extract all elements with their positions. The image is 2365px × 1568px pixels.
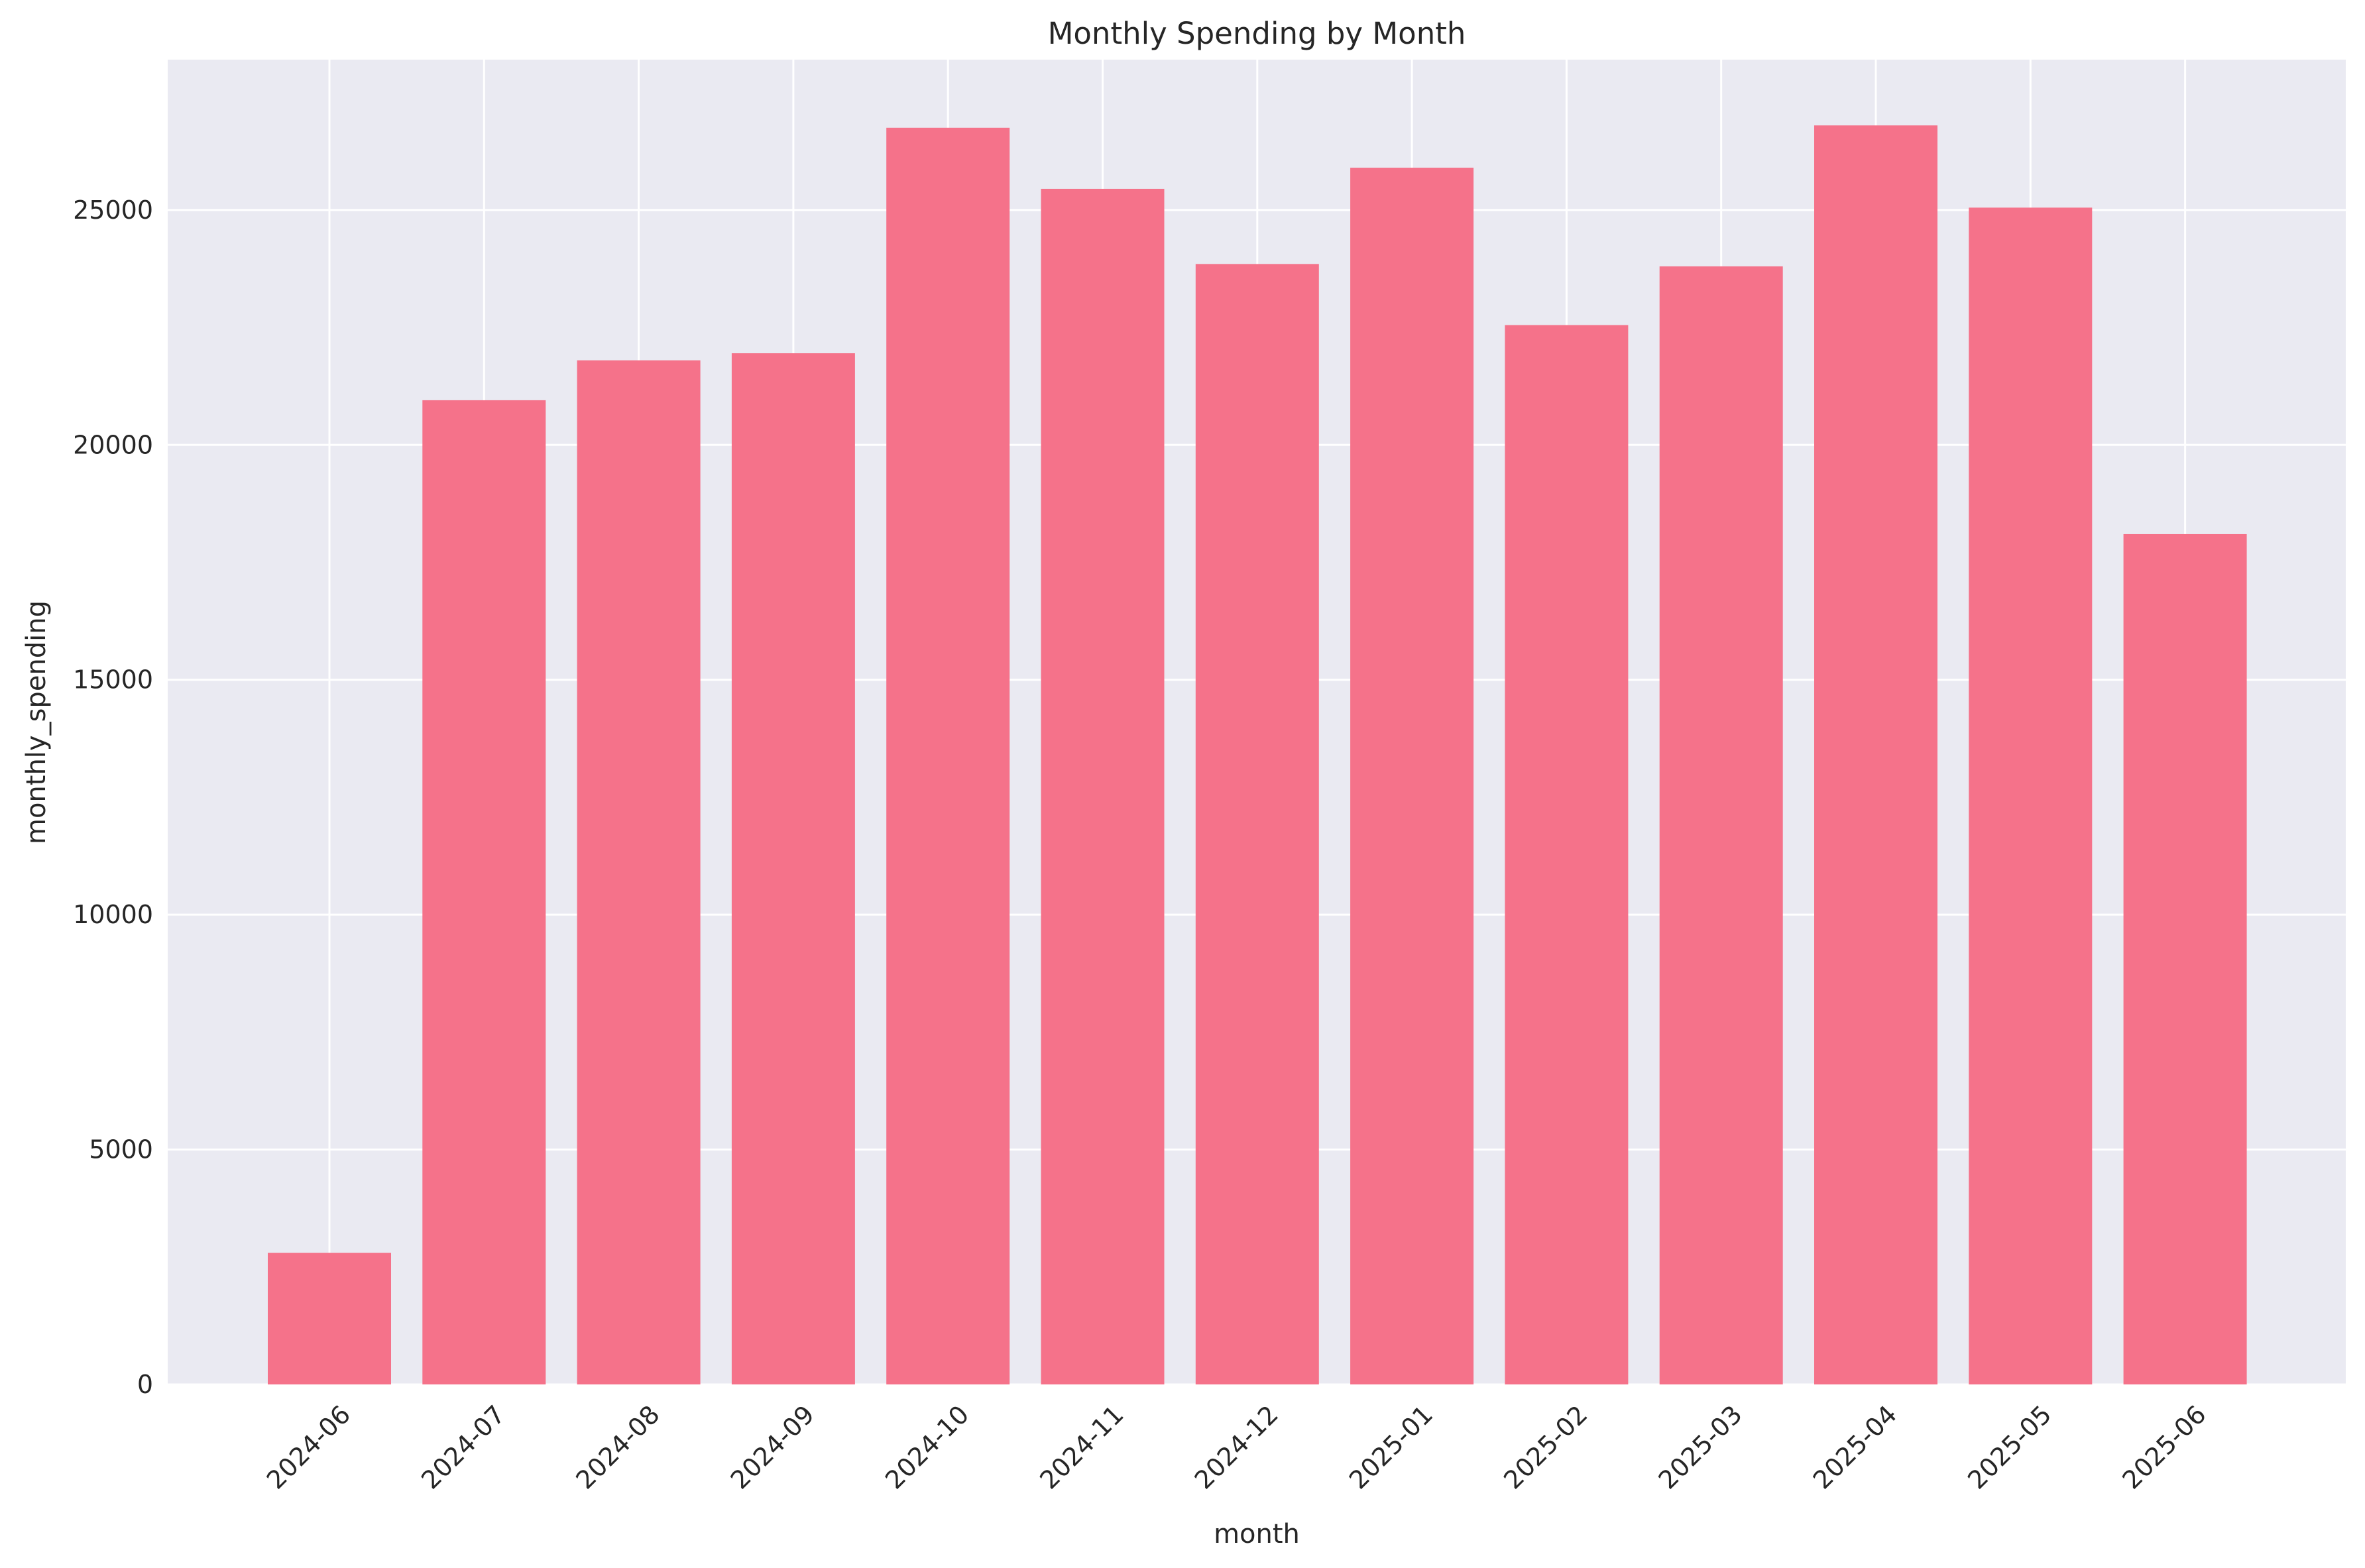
bar-2024-07 [422, 400, 546, 1385]
x-tick-label: 2025-03 [1652, 1400, 1747, 1494]
x-axis-ticks: 2024-06 2024-07 2024-08 2024-09 2024-10 2024-… [261, 1400, 2212, 1494]
bar-2024-06 [268, 1253, 391, 1384]
bar-2025-02 [1505, 325, 1629, 1385]
bar-2024-12 [1195, 264, 1319, 1384]
bar-2025-03 [1659, 266, 1783, 1385]
y-tick-label: 25000 [73, 196, 153, 225]
bar-2024-11 [1041, 188, 1165, 1384]
x-tick-label: 2024-10 [880, 1400, 974, 1494]
bar-2024-09 [731, 353, 855, 1384]
x-tick-label: 2024-09 [725, 1400, 820, 1494]
y-tick-label: 20000 [73, 430, 153, 459]
bar-2025-01 [1350, 168, 1474, 1384]
x-tick-label: 2024-11 [1034, 1400, 1129, 1494]
bar-2025-05 [1969, 207, 2093, 1385]
y-tick-label: 0 [137, 1370, 153, 1399]
y-axis-label: monthly_spending [21, 600, 52, 844]
y-tick-label: 10000 [73, 900, 153, 929]
bar-2025-06 [2123, 533, 2247, 1385]
y-tick-label: 5000 [89, 1135, 153, 1164]
x-tick-label: 2025-01 [1344, 1400, 1438, 1494]
bar-2025-04 [1814, 125, 1937, 1385]
x-tick-label: 2024-07 [416, 1400, 510, 1494]
bars [268, 125, 2247, 1385]
bar-2024-10 [886, 127, 1010, 1385]
x-tick-label: 2025-06 [2116, 1400, 2211, 1494]
bar-2024-08 [577, 360, 701, 1384]
chart-title: Monthly Spending by Month [1048, 16, 1466, 51]
y-tick-label: 15000 [73, 665, 153, 695]
x-tick-label: 2025-05 [1962, 1400, 2057, 1494]
y-axis-ticks: 0 5000 10000 15000 20000 25000 [73, 196, 153, 1399]
x-axis-label: month [1214, 1519, 1300, 1549]
x-tick-label: 2025-02 [1498, 1400, 1593, 1494]
x-tick-label: 2024-08 [570, 1400, 665, 1494]
x-tick-label: 2024-12 [1189, 1400, 1284, 1494]
x-tick-label: 2024-06 [261, 1400, 356, 1494]
x-tick-label: 2025-04 [1808, 1400, 1902, 1494]
